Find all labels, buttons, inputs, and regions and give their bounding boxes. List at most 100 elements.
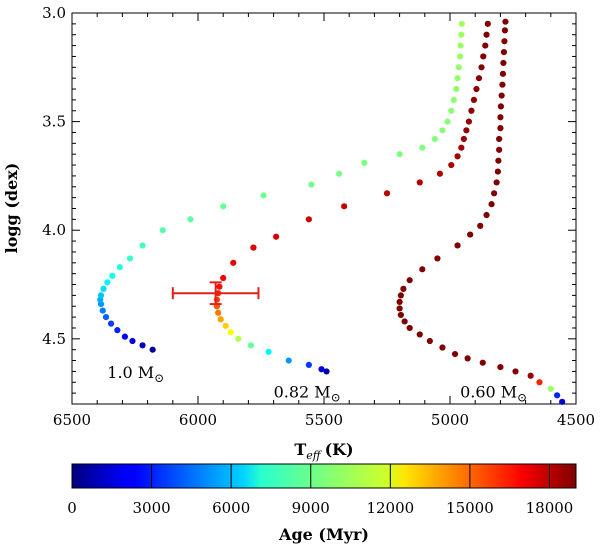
colorbar-tick-label: 18000	[526, 499, 574, 517]
series-2-point	[467, 231, 474, 238]
series-1-point	[227, 329, 234, 336]
series-2-point	[554, 392, 561, 399]
series-1-point	[416, 179, 423, 186]
series-2-point	[464, 355, 471, 362]
series-1-point	[454, 153, 461, 160]
series-0-point	[187, 216, 194, 223]
series-0-point	[448, 107, 455, 114]
series-1-point	[473, 85, 480, 93]
series-1-point	[458, 144, 465, 151]
series-1-point	[273, 233, 280, 240]
series-0-point	[431, 135, 438, 143]
series-2-point	[454, 242, 461, 249]
x-tick-label: 6500	[53, 411, 91, 429]
series-2-point	[434, 255, 441, 262]
series-2-point	[426, 337, 433, 345]
series-2-point	[397, 292, 404, 299]
series-0-point	[455, 64, 462, 71]
series-2-point	[547, 385, 554, 392]
series-0-point	[361, 159, 368, 166]
series-1-point	[475, 75, 483, 82]
plot-area: 6500 6000 5500 5000 4500 3.03.54.04.5 1.0 M⊙…	[42, 4, 595, 429]
series-1-point	[265, 348, 272, 355]
series-2-point	[401, 318, 408, 325]
y-axis-ticks: 3.0 3.5 4.0 4.5	[42, 4, 576, 405]
series-0-point	[450, 96, 457, 103]
series-0-point	[114, 327, 121, 334]
y-axis-label: logg (dex)	[2, 163, 21, 254]
series-0-point	[458, 20, 465, 27]
series-1-point	[341, 203, 348, 210]
series-2-point	[406, 277, 413, 284]
series-1-point	[305, 361, 312, 368]
series-2-point	[499, 70, 507, 77]
series-2-point	[416, 331, 423, 338]
series-2-point	[512, 368, 519, 375]
series-2-point	[497, 125, 504, 132]
series-0-label: 1.0 M⊙	[107, 363, 164, 385]
sun-symbol: ⊙	[154, 371, 164, 385]
series-0-point	[453, 85, 460, 93]
series-2-point	[500, 49, 508, 56]
series-1-point	[468, 107, 475, 114]
series-1-point	[460, 135, 467, 143]
y-tick-label: 3.5	[42, 113, 66, 131]
series-1-point	[383, 190, 391, 197]
series-2-point	[479, 359, 486, 366]
series-1-point	[470, 96, 478, 103]
colorbar-ticks: 0 3000 6000 9000 12000 15000 18000	[67, 464, 573, 517]
series-2-point	[559, 398, 566, 405]
colorbar-label: Age (Myr)	[278, 525, 369, 544]
y-tick-label: 3.0	[42, 4, 66, 22]
series-1-point	[250, 244, 257, 251]
series-2-point	[497, 114, 504, 121]
series-1-point	[222, 322, 229, 329]
sun-symbol: ⊙	[331, 390, 341, 404]
colorbar-tick-label: 9000	[292, 499, 330, 517]
series-2-point	[501, 27, 509, 34]
series-1-point	[217, 316, 224, 323]
x-tick-label: 5000	[431, 411, 469, 429]
series-2-point	[488, 201, 495, 208]
x-axis-label: Teff (K)	[294, 440, 353, 462]
series-0-point	[444, 118, 451, 125]
series-2-point	[451, 350, 459, 358]
colorbar-tick-label: 3000	[132, 499, 170, 517]
series-1-point	[483, 31, 490, 38]
x-tick-label: 6000	[179, 411, 217, 429]
series-0-point	[100, 285, 107, 292]
series-1-point	[235, 335, 242, 342]
series-1-point	[305, 216, 312, 223]
y-tick-label: 4.5	[42, 330, 66, 348]
series-0-point	[109, 272, 116, 279]
colorbar-tick-label: 12000	[366, 499, 414, 517]
series-0-point	[454, 75, 461, 82]
data-points	[97, 18, 566, 405]
series-1-point	[285, 357, 292, 364]
series-2-point	[496, 146, 503, 153]
series-1-point	[215, 309, 222, 316]
series-2-point	[496, 135, 503, 143]
series-0-point	[97, 292, 105, 299]
series-0-point	[439, 127, 446, 134]
series-0-point	[139, 242, 146, 249]
series-1-point	[465, 118, 472, 125]
series-2-point	[477, 222, 484, 229]
series-label-text: 1.0 M	[107, 363, 154, 382]
series-2-point	[491, 190, 498, 197]
series-2-point	[494, 168, 501, 175]
series-2-point	[493, 179, 500, 186]
series-0-point	[121, 333, 129, 340]
series-1-point	[318, 366, 325, 373]
series-2-point	[400, 285, 407, 292]
series-2-point	[397, 311, 404, 319]
series-1-point	[480, 53, 487, 60]
colorbar-tick-label: 0	[67, 499, 77, 517]
series-label-text: 0.60 M	[460, 382, 517, 401]
series-2-point	[501, 38, 508, 45]
series-2-point	[497, 363, 504, 371]
series-0-point	[126, 255, 134, 262]
series-1-point	[216, 283, 223, 290]
colorbar-tick-label: 15000	[446, 499, 494, 517]
series-0-point	[107, 320, 115, 327]
